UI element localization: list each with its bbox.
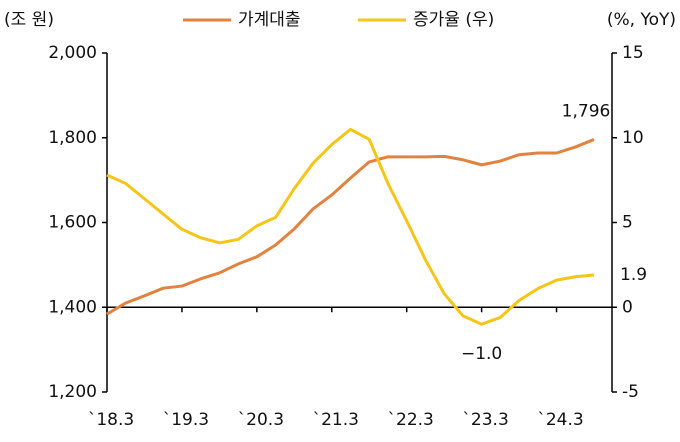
- data-label: 1,796: [562, 101, 611, 121]
- y-tick-label: 2,000: [48, 43, 97, 63]
- y-tick-label: 1,800: [48, 128, 97, 148]
- y2-tick-label: 15: [622, 43, 644, 63]
- y-tick-label: 1,400: [48, 297, 97, 317]
- x-tick-label: `23.3: [462, 410, 508, 430]
- x-tick-label: `24.3: [537, 410, 583, 430]
- y2-tick-label: 10: [622, 128, 644, 148]
- x-tick-label: `18.3: [88, 410, 134, 430]
- legend-label: 증가율 (우): [413, 10, 494, 30]
- x-tick-label: `22.3: [388, 410, 434, 430]
- data-label: 1.9: [620, 265, 647, 285]
- y-tick-label: 1,600: [48, 213, 97, 233]
- legend-label: 가계대출: [238, 10, 301, 30]
- y-tick-label: 1,200: [48, 382, 97, 402]
- y2-tick-label: 0: [622, 297, 633, 317]
- series-line: [106, 127, 595, 326]
- x-tick-label: `20.3: [238, 410, 284, 430]
- data-label: −1.0: [461, 344, 502, 364]
- x-tick-label: `19.3: [163, 410, 209, 430]
- y2-axis-label: (%, YoY): [607, 10, 676, 30]
- series-line: [106, 138, 595, 316]
- y2-tick-label: -5: [622, 382, 639, 402]
- x-tick-label: `21.3: [313, 410, 359, 430]
- y2-tick-label: 5: [622, 213, 633, 233]
- y-axis-label: (조 원): [4, 10, 54, 30]
